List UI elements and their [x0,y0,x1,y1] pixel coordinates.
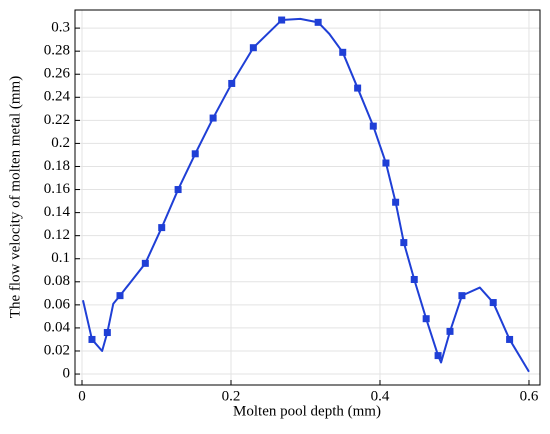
data-marker [228,79,236,87]
data-marker [116,292,124,300]
x-tick-label: 0.6 [520,388,539,404]
x-tick-label: 0 [78,388,86,404]
data-marker [141,259,149,267]
grid [75,10,540,385]
y-axis-label: The flow velocity of molten metal (mm) [7,76,23,318]
y-tick-label: 0.02 [44,342,70,358]
data-marker [339,48,347,56]
y-tick-label: 0.3 [51,20,70,36]
data-marker [249,44,257,52]
y-tick-label: 0.12 [44,227,70,243]
y-tick-label: 0.08 [44,273,70,289]
data-line [81,17,530,373]
data-marker [209,114,217,122]
data-marker [88,335,96,343]
x-tick-label: 0.2 [222,388,241,404]
data-marker [506,335,514,343]
data-marker [382,159,390,167]
data-marker [489,299,497,307]
data-marker [369,122,377,130]
data-marker [446,327,454,335]
data-marker [354,84,362,92]
y-tick-label: 0.2 [51,135,70,151]
y-tick-label: 0.04 [44,319,71,335]
data-marker [158,224,166,232]
data-marker [392,198,400,206]
data-marker [458,292,466,300]
plot-data [81,16,530,373]
y-tick-label: 0.1 [51,250,70,266]
y-tick-label: 0.14 [44,204,71,220]
y-tick-label: 0.18 [44,158,70,174]
data-marker [278,16,286,24]
y-tick-label: 0.06 [44,296,71,312]
y-tick-label: 0.16 [44,181,71,197]
data-marker [103,329,111,337]
data-marker [191,150,199,158]
x-tick-label: 0.4 [371,388,390,404]
plot-frame [74,9,541,386]
y-tick-label: 0 [63,365,71,381]
y-tick-label: 0.22 [44,112,70,128]
data-marker [434,352,442,360]
data-marker [422,315,430,323]
x-axis-label: Molten pool depth (mm) [233,403,381,419]
y-tick-label: 0.28 [44,43,70,59]
data-marker [400,239,408,247]
data-marker [314,18,322,26]
data-marker [174,186,182,194]
y-tick-label: 0.26 [44,66,71,82]
y-tick-label: 0.24 [44,89,71,105]
data-marker [410,275,418,283]
